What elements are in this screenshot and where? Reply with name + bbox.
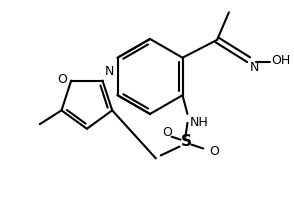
Text: O: O — [162, 126, 172, 139]
Text: OH: OH — [271, 54, 290, 67]
Text: S: S — [181, 134, 192, 149]
Text: N: N — [104, 65, 114, 78]
Text: N: N — [250, 61, 259, 74]
Text: NH: NH — [189, 116, 208, 129]
Text: O: O — [209, 145, 219, 158]
Text: O: O — [57, 73, 67, 86]
